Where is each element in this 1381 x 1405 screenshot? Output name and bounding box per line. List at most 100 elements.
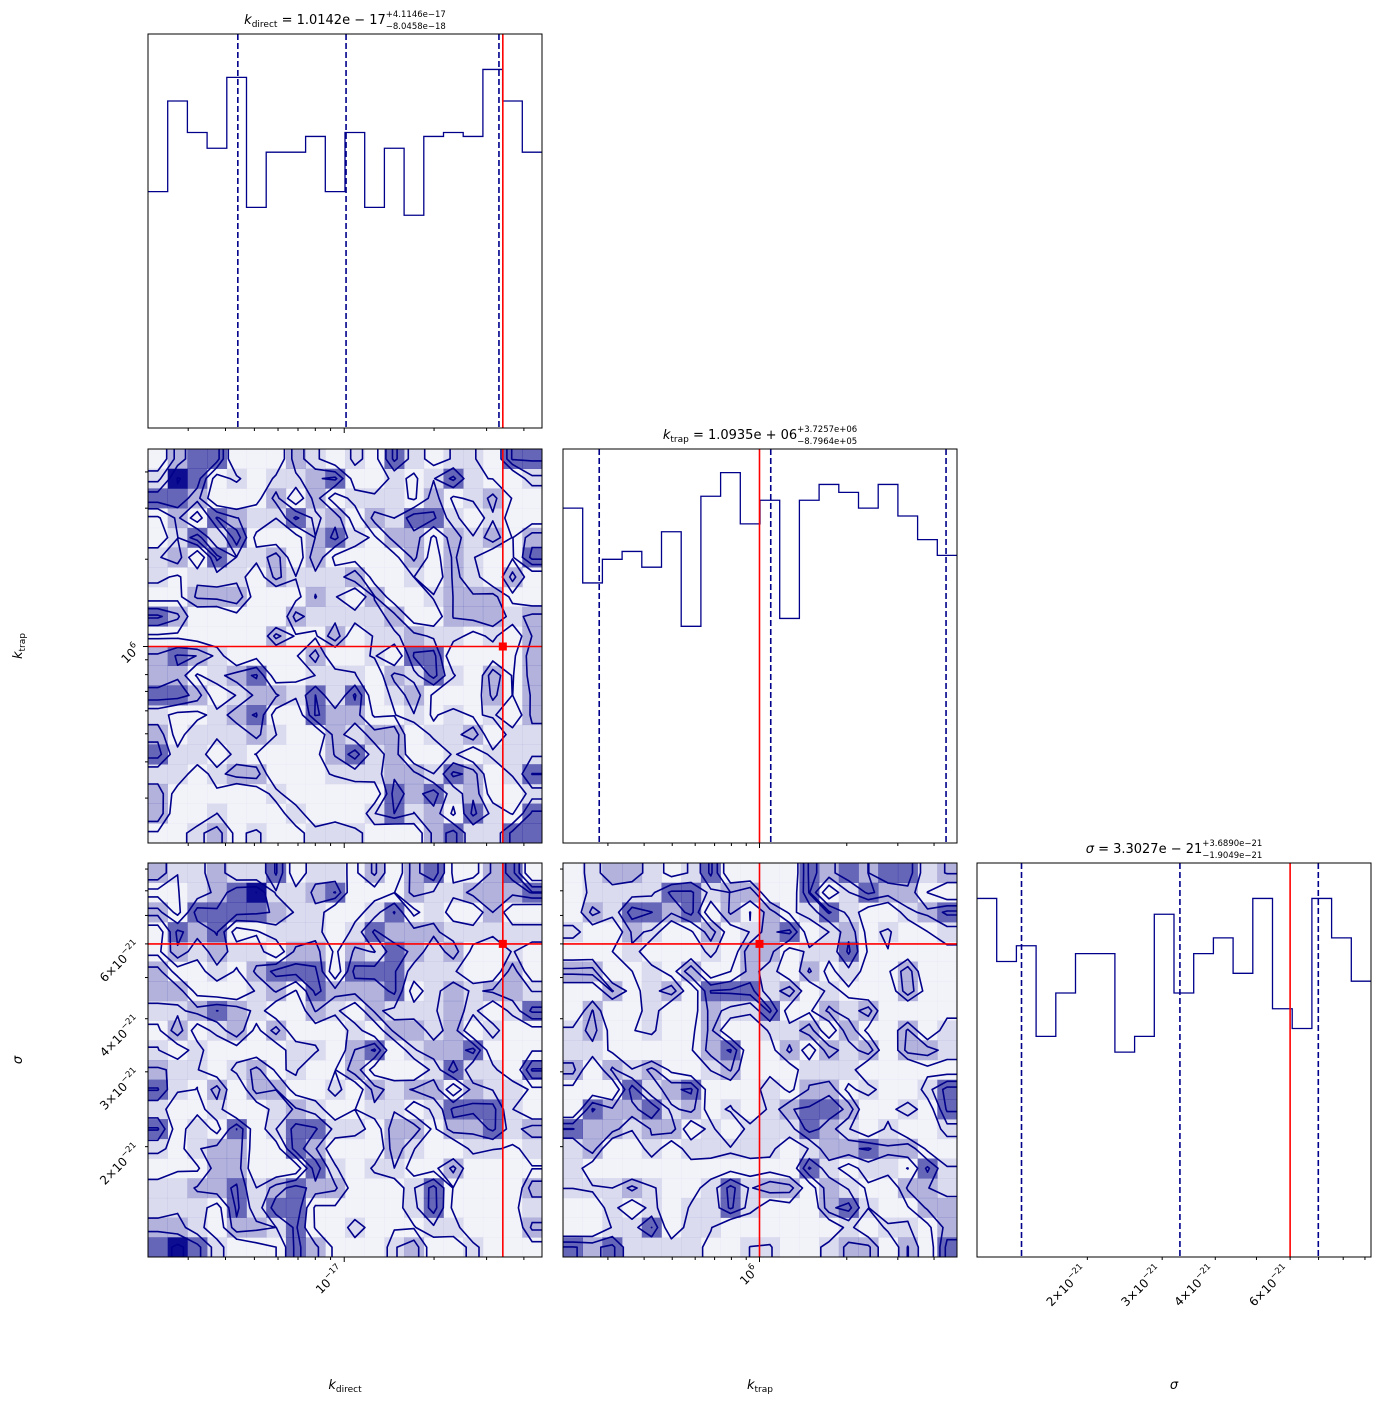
density-cell	[325, 685, 346, 706]
density-cell	[384, 922, 405, 943]
density-cell	[167, 508, 188, 529]
density-cell	[404, 468, 425, 489]
density-cell	[423, 902, 444, 923]
density-cell	[384, 547, 405, 568]
density-cell	[246, 1079, 267, 1100]
density-cell	[345, 488, 365, 509]
density-cell	[897, 1040, 918, 1061]
panel-frame	[562, 448, 958, 844]
density-cell	[167, 547, 188, 568]
histogram-bin	[760, 500, 780, 843]
density-cell	[345, 941, 365, 962]
density-cell	[799, 922, 820, 943]
density-cell	[423, 508, 444, 529]
density-cell	[622, 1178, 643, 1199]
density-cell	[187, 1020, 208, 1041]
density-cell	[423, 488, 444, 509]
density-cell	[443, 882, 464, 903]
density-cell	[285, 1197, 306, 1218]
density-cell	[463, 1217, 484, 1238]
density-cell	[207, 705, 228, 726]
density-cell	[443, 1020, 464, 1041]
density-cell	[226, 1040, 247, 1061]
density-cell	[858, 1020, 879, 1041]
density-cell	[207, 468, 228, 489]
density-cell	[285, 1040, 306, 1061]
density-cell	[285, 586, 306, 607]
density-cell	[858, 1217, 879, 1238]
density-cell	[148, 468, 168, 489]
density-cell	[305, 1158, 326, 1179]
density-cell	[482, 744, 503, 765]
density-cell	[740, 882, 761, 903]
density-cell	[246, 961, 267, 982]
density-cell	[148, 823, 168, 843]
density-cell	[325, 803, 346, 824]
density-cell	[226, 1020, 247, 1041]
density-cell	[246, 468, 267, 489]
density-cell	[384, 468, 405, 489]
density-cell	[760, 1020, 780, 1041]
density-cell	[482, 586, 503, 607]
density-cell	[345, 1119, 365, 1140]
density-cell	[602, 1158, 623, 1179]
density-cell	[443, 981, 464, 1002]
density-cell	[148, 508, 168, 529]
density-cell	[364, 764, 385, 785]
density-cell	[187, 981, 208, 1002]
density-cell	[760, 1099, 780, 1120]
density-cell	[522, 1119, 542, 1140]
density-cell	[325, 1119, 346, 1140]
density-cell	[246, 449, 267, 469]
density-cell	[937, 1000, 957, 1021]
density-cell	[364, 902, 385, 923]
density-cell	[563, 902, 583, 923]
density-cell	[661, 941, 682, 962]
density-cell	[423, 1178, 444, 1199]
density-cell	[463, 705, 484, 726]
density-cell	[661, 1217, 682, 1238]
density-cell	[246, 586, 267, 607]
density-cell	[779, 1158, 800, 1179]
density-cell	[285, 626, 306, 647]
density-cell	[443, 961, 464, 982]
density-cell	[187, 863, 208, 883]
density-cell	[364, 1178, 385, 1199]
panel-frame	[147, 862, 543, 1258]
density-cell	[285, 449, 306, 469]
density-cell	[266, 803, 287, 824]
density-cell	[937, 1040, 957, 1061]
density-cell	[384, 586, 405, 607]
density-cell	[167, 1060, 188, 1080]
panel-title: ktrap = 1.0935e + 06+3.7257e+06	[663, 425, 857, 445]
density-cell	[345, 468, 365, 489]
density-cell	[582, 1040, 603, 1061]
density-cell	[364, 547, 385, 568]
density-cell	[187, 1000, 208, 1021]
density-cell	[345, 1158, 365, 1179]
density-cell	[838, 1099, 859, 1120]
density-cell	[819, 882, 840, 903]
density-cell	[305, 488, 326, 509]
density-cell	[937, 941, 957, 962]
density-cell	[167, 626, 188, 647]
density-cell	[720, 1178, 741, 1199]
density-cell	[384, 1000, 405, 1021]
density-cell	[404, 902, 425, 923]
density-cell	[384, 1217, 405, 1238]
density-cell	[602, 1060, 623, 1080]
density-cell	[423, 1079, 444, 1100]
density-cell	[482, 567, 503, 588]
panel-frame	[147, 448, 543, 844]
density-cell	[226, 1000, 247, 1021]
density-cell	[266, 449, 287, 469]
density-cell	[207, 863, 228, 883]
density-cell	[779, 1217, 800, 1238]
density-cell	[799, 1197, 820, 1218]
density-cell	[858, 1060, 879, 1080]
density-cell	[740, 1020, 761, 1041]
density-cell	[878, 1040, 899, 1061]
density-cell	[522, 724, 542, 745]
density-cell	[700, 1099, 721, 1120]
density-cell	[325, 922, 346, 943]
